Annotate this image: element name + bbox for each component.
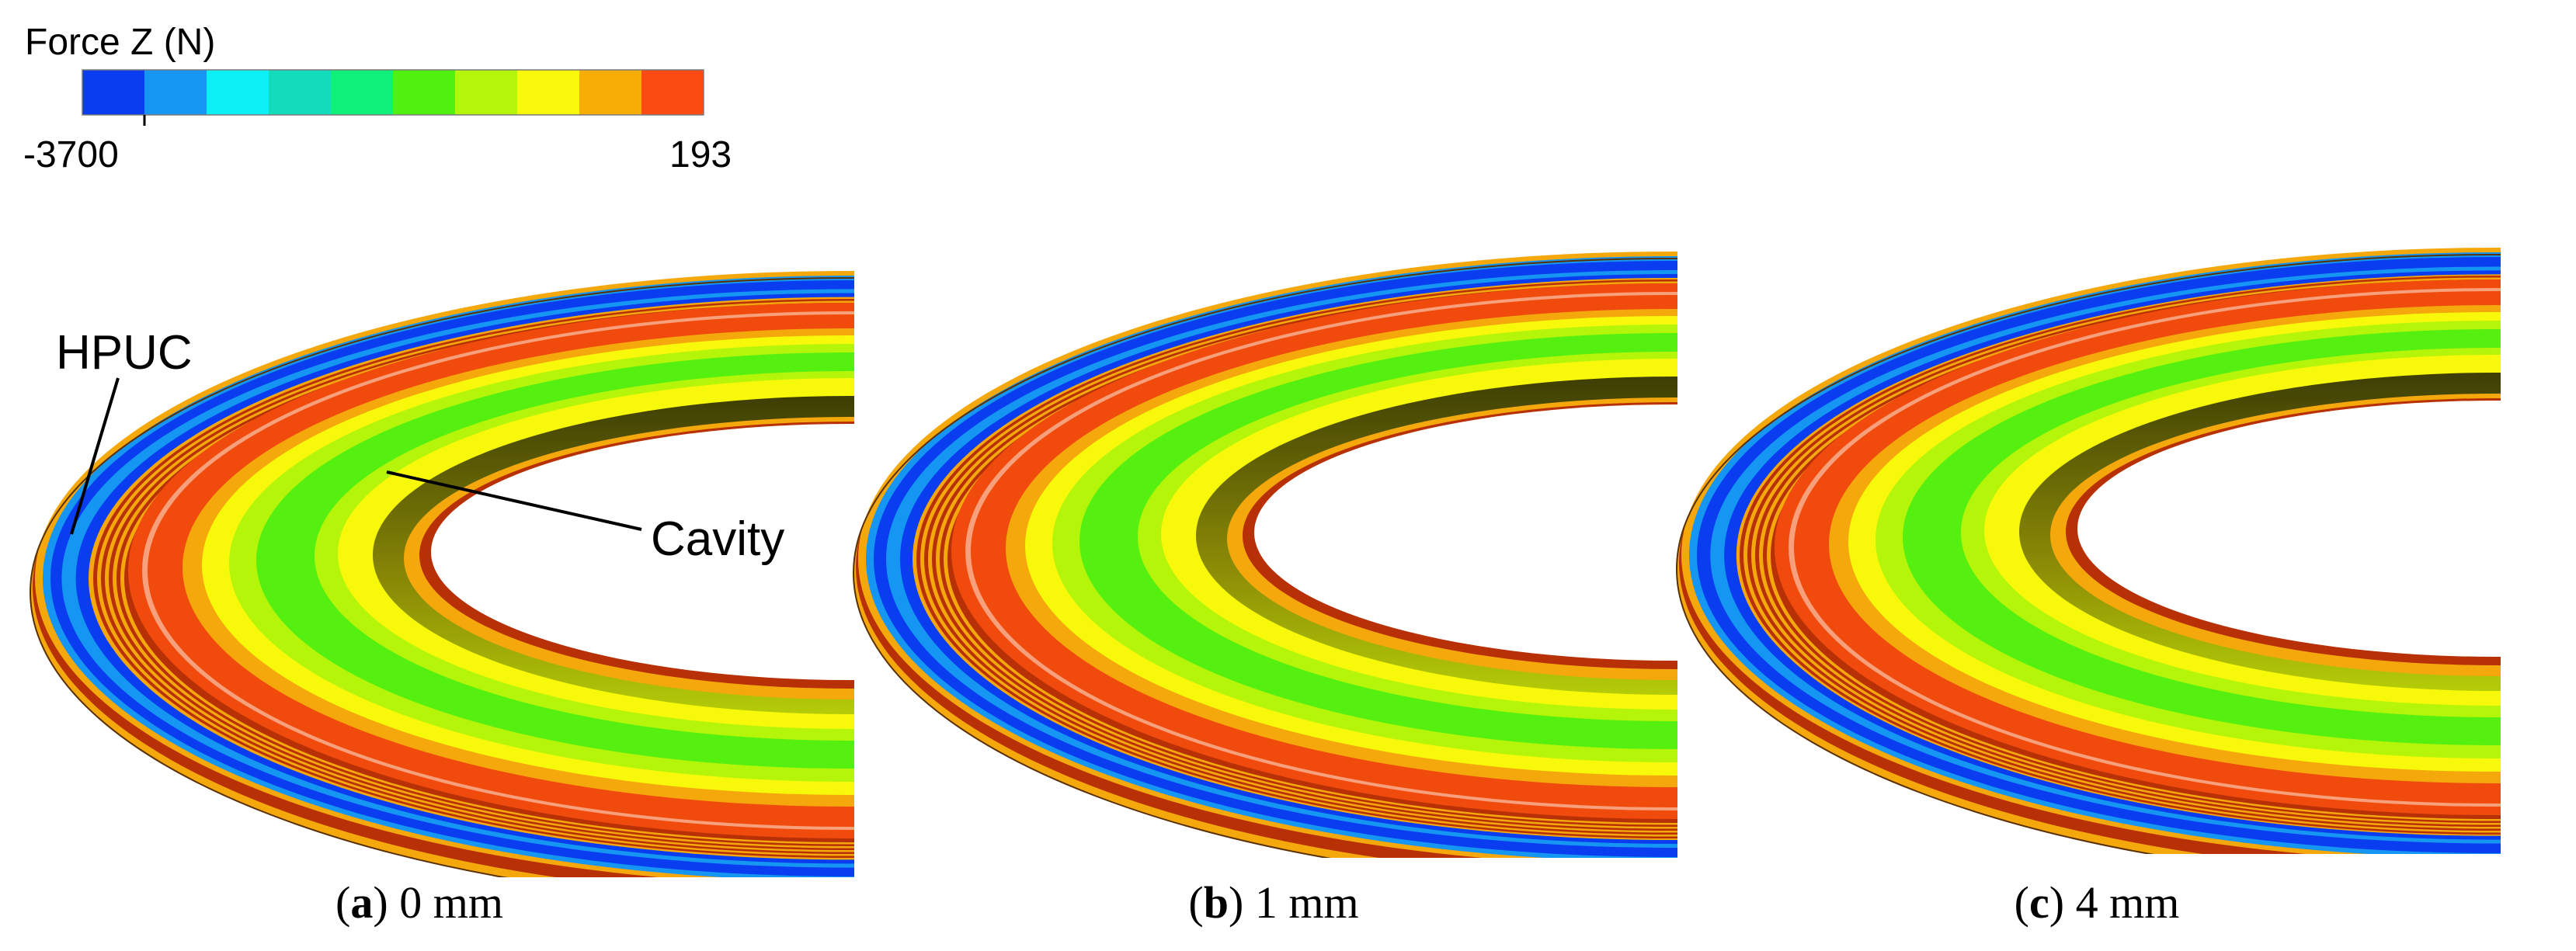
ring-outline	[30, 277, 854, 877]
colorbar-band	[455, 70, 517, 115]
legend-title: Force Z (N)	[25, 22, 215, 63]
colorbar-outline	[82, 69, 704, 116]
legend-min-label: -3700	[23, 134, 119, 175]
cavity-label: Cavity	[651, 512, 784, 566]
colorbar-band	[517, 70, 579, 115]
caption-c: (c) 4 mm	[2015, 877, 2180, 928]
panel-c-ring-plot	[1676, 248, 2501, 854]
center-hole	[431, 424, 854, 680]
colorbar-band	[82, 70, 144, 115]
cavity-leader-line	[386, 470, 642, 531]
colorbar-band	[641, 70, 704, 115]
captions: (a) 0 mm (b) 1 mm (c) 4 mm	[335, 877, 2179, 928]
colorbar-band	[393, 70, 455, 115]
colorbar-band	[579, 70, 641, 115]
colorbar	[82, 69, 704, 126]
ring-outline	[853, 258, 1677, 858]
annotations: HPUC Cavity	[56, 326, 784, 566]
hpuc-label: HPUC	[56, 326, 193, 380]
caption-a: (a) 0 mm	[335, 877, 503, 928]
panel-b-ring-plot	[853, 252, 1677, 858]
colorbar-band	[207, 70, 269, 115]
colorbar-band	[269, 70, 331, 115]
hpuc-leader-line	[70, 377, 120, 535]
colorbar-band	[331, 70, 393, 115]
colorbar-band	[144, 70, 207, 115]
caption-b: (b) 1 mm	[1188, 877, 1358, 928]
panel-a-ring-plot	[30, 271, 854, 877]
ring-outline	[1676, 254, 2501, 854]
legend-max-label: 193	[669, 134, 732, 175]
center-hole	[1254, 404, 1677, 661]
center-hole	[2077, 401, 2501, 657]
colorbar-legend: Force Z (N) -3700 193	[23, 22, 732, 175]
